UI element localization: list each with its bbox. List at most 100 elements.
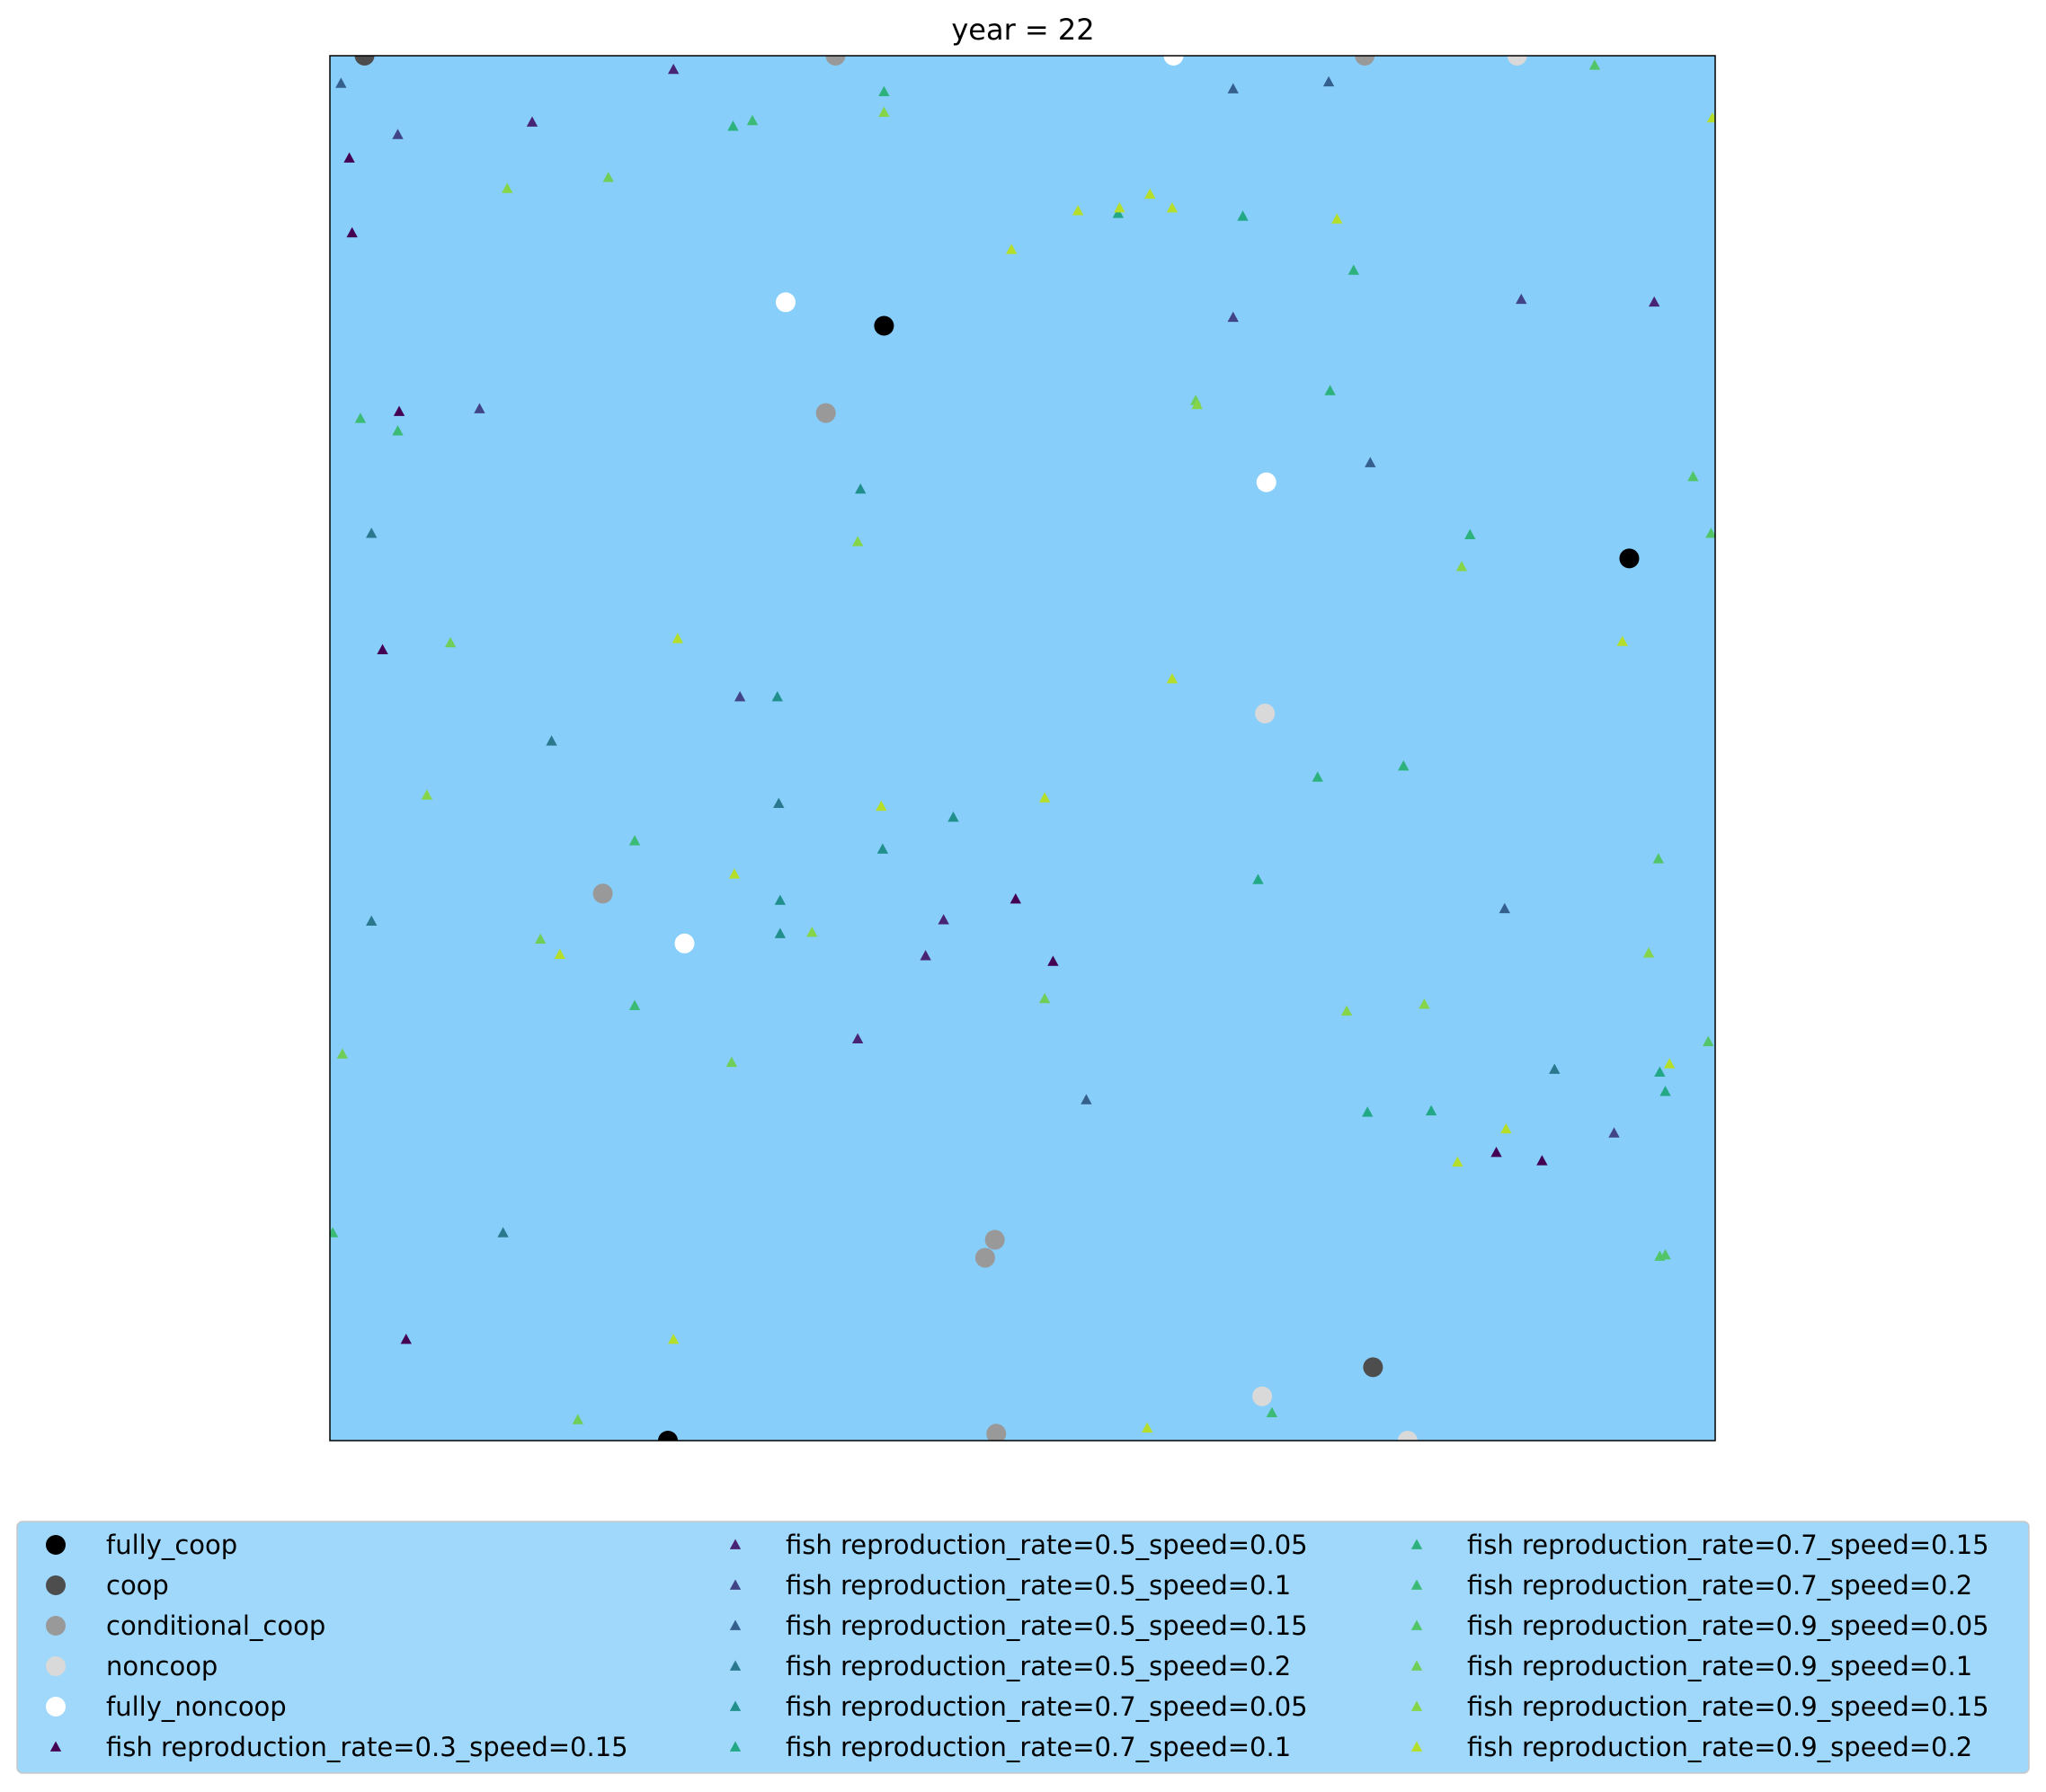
series-fish-reproduction-rate-0-7-speed-0-2 (330, 114, 1278, 1418)
point-fish-reproduction-rate-0-9-speed-0-05-1 (1687, 470, 1699, 482)
point-fully-noncoop-3 (674, 933, 695, 954)
point-fully-coop-0 (874, 315, 894, 336)
point-fish-reproduction-rate-0-9-speed-0-2-2 (1331, 213, 1343, 224)
series-conditional-coop (592, 56, 1375, 1441)
legend-label-fish-reproduction-rate-0-5-speed-0-05: fish reproduction_rate=0.5_speed=0.05 (786, 1530, 1308, 1560)
point-fish-reproduction-rate-0-3-speed-0-15-8 (400, 1334, 412, 1344)
point-fish-reproduction-rate-0-7-speed-0-05-4 (876, 843, 889, 854)
point-fish-reproduction-rate-0-5-speed-0-15-2 (1322, 75, 1335, 87)
point-fully-coop-1 (1619, 548, 1640, 569)
legend-marker-fish-reproduction-rate-0-9-speed-0-05 (1410, 1619, 1423, 1630)
point-fish-reproduction-rate-0-7-speed-0-1-6 (1659, 1086, 1671, 1096)
point-fish-reproduction-rate-0-3-speed-0-15-1 (346, 226, 358, 238)
point-fish-reproduction-rate-0-7-speed-0-05-1 (771, 690, 783, 702)
point-fish-reproduction-rate-0-9-speed-0-2-1 (1005, 244, 1018, 254)
point-fish-reproduction-rate-0-7-speed-0-05-0 (855, 483, 867, 494)
point-fish-reproduction-rate-0-5-speed-0-1-3 (734, 690, 746, 702)
point-fish-reproduction-rate-0-9-speed-0-15-2 (1191, 398, 1203, 410)
series-fish-reproduction-rate-0-5-speed-0-05 (526, 63, 1660, 1043)
point-fish-reproduction-rate-0-3-speed-0-15-7 (1536, 1155, 1548, 1166)
point-fish-reproduction-rate-0-9-speed-0-1-4 (336, 1048, 349, 1059)
point-fish-reproduction-rate-0-7-speed-0-1-4 (1425, 1104, 1437, 1116)
point-fish-reproduction-rate-0-7-speed-0-2-2 (392, 425, 404, 436)
point-fish-reproduction-rate-0-9-speed-0-05-2 (1705, 528, 1715, 538)
point-fish-reproduction-rate-0-7-speed-0-2-1 (354, 413, 367, 423)
point-fish-reproduction-rate-0-7-speed-0-15-6 (1312, 771, 1323, 782)
series-fish-reproduction-rate-0-5-speed-0-2 (366, 528, 1561, 1238)
series-fish-reproduction-rate-0-9-speed-0-15 (421, 106, 1655, 1016)
legend-label-fully-coop: fully_coop (106, 1530, 237, 1560)
legend-label-fish-reproduction-rate-0-7-speed-0-15: fish reproduction_rate=0.7_speed=0.15 (1467, 1530, 1989, 1560)
series-noncoop (1252, 56, 1527, 1441)
point-fish-reproduction-rate-0-9-speed-0-2-13 (728, 868, 741, 879)
point-fish-reproduction-rate-0-9-speed-0-15-5 (421, 789, 433, 800)
point-fish-reproduction-rate-0-7-speed-0-2-3 (628, 835, 641, 846)
point-fish-reproduction-rate-0-3-speed-0-15-5 (1047, 955, 1059, 966)
point-fish-reproduction-rate-0-5-speed-0-2-4 (497, 1227, 509, 1238)
point-coop-1 (1363, 1357, 1383, 1378)
point-fish-reproduction-rate-0-7-speed-0-15-5 (1398, 760, 1410, 771)
point-fish-reproduction-rate-0-9-speed-0-05-6 (1659, 1249, 1671, 1260)
legend-label-fish-reproduction-rate-0-9-speed-0-1: fish reproduction_rate=0.9_speed=0.1 (1467, 1651, 1972, 1681)
legend-label-fish-reproduction-rate-0-5-speed-0-15: fish reproduction_rate=0.5_speed=0.15 (786, 1610, 1308, 1641)
legend-marker-conditional-coop (46, 1616, 66, 1636)
point-fully-coop-2 (658, 1431, 679, 1441)
point-fish-reproduction-rate-0-5-speed-0-15-0 (335, 77, 347, 88)
point-fish-reproduction-rate-0-9-speed-0-1-2 (444, 636, 457, 648)
series-fish-reproduction-rate-0-9-speed-0-2 (554, 111, 1715, 1433)
point-noncoop-0 (1507, 56, 1527, 66)
point-fish-reproduction-rate-0-7-speed-0-05-3 (774, 927, 786, 938)
point-fish-reproduction-rate-0-5-speed-0-05-1 (526, 116, 538, 127)
point-conditional-coop-5 (974, 1247, 995, 1268)
legend-marker-coop (46, 1575, 66, 1595)
point-fish-reproduction-rate-0-7-speed-0-15-2 (1348, 264, 1359, 275)
point-fish-reproduction-rate-0-5-speed-0-05-4 (920, 950, 931, 961)
legend-marker-fish-reproduction-rate-0-7-speed-0-2 (1410, 1579, 1423, 1590)
point-fish-reproduction-rate-0-9-speed-0-15-4 (1455, 561, 1468, 572)
series-fish-reproduction-rate-0-5-speed-0-1 (392, 129, 1620, 1138)
point-fish-reproduction-rate-0-9-speed-0-1-6 (572, 1414, 584, 1424)
point-fish-reproduction-rate-0-9-speed-0-2-0 (1706, 111, 1715, 123)
series-fully-noncoop (674, 56, 1277, 954)
legend-marker-fully-coop (46, 1535, 66, 1555)
point-fish-reproduction-rate-0-7-speed-0-1-3 (1362, 1106, 1374, 1117)
point-fish-reproduction-rate-0-9-speed-0-2-10 (876, 800, 887, 812)
point-fish-reproduction-rate-0-9-speed-0-2-15 (667, 1334, 680, 1344)
point-fish-reproduction-rate-0-5-speed-0-15-3 (1365, 457, 1376, 467)
point-fish-reproduction-rate-0-9-speed-0-1-5 (725, 1056, 738, 1068)
legend-label-fish-reproduction-rate-0-7-speed-0-05: fish reproduction_rate=0.7_speed=0.05 (786, 1691, 1308, 1722)
legend-label-fully-noncoop: fully_noncoop (106, 1691, 287, 1722)
point-fish-reproduction-rate-0-9-speed-0-2-3 (1072, 205, 1084, 216)
point-fish-reproduction-rate-0-9-speed-0-2-5 (1144, 188, 1156, 199)
point-fish-reproduction-rate-0-7-speed-0-2-4 (628, 999, 641, 1011)
series-fish-reproduction-rate-0-3-speed-0-15 (343, 152, 1548, 1344)
series-fish-reproduction-rate-0-9-speed-0-1 (336, 172, 1202, 1424)
point-fish-reproduction-rate-0-9-speed-0-1-0 (602, 172, 614, 182)
legend-label-noncoop: noncoop (106, 1651, 218, 1681)
point-fish-reproduction-rate-0-5-speed-0-2-0 (366, 528, 378, 538)
series-fully-coop (658, 315, 1640, 1441)
point-fish-reproduction-rate-0-7-speed-0-2-6 (330, 1227, 339, 1238)
chart-title: year = 22 (951, 13, 1094, 47)
point-fish-reproduction-rate-0-7-speed-0-05-5 (947, 812, 959, 822)
point-fish-reproduction-rate-0-3-speed-0-15-0 (343, 152, 355, 163)
point-conditional-coop-2 (815, 403, 836, 423)
point-fish-reproduction-rate-0-9-speed-0-2-7 (1616, 635, 1628, 646)
legend-label-conditional-coop: conditional_coop (106, 1610, 325, 1641)
legend-marker-fish-reproduction-rate-0-9-speed-0-1 (1410, 1660, 1423, 1671)
legend-marker-fish-reproduction-rate-0-7-speed-0-1 (729, 1741, 742, 1752)
legend-marker-fish-reproduction-rate-0-3-speed-0-15 (49, 1741, 62, 1752)
point-fish-reproduction-rate-0-3-speed-0-15-3 (377, 643, 388, 654)
point-fish-reproduction-rate-0-7-speed-0-15-3 (1324, 385, 1336, 395)
point-fish-reproduction-rate-0-5-speed-0-1-5 (1608, 1127, 1620, 1138)
legend-box (16, 1521, 2030, 1774)
legend-label-fish-reproduction-rate-0-9-speed-0-15: fish reproduction_rate=0.9_speed=0.15 (1467, 1691, 1989, 1722)
series-fish-reproduction-rate-0-9-speed-0-05 (1588, 59, 1715, 1261)
legend-marker-fish-reproduction-rate-0-9-speed-0-2 (1410, 1741, 1423, 1752)
point-conditional-coop-3 (592, 883, 613, 904)
legend-marker-fish-reproduction-rate-0-7-speed-0-15 (1410, 1539, 1423, 1549)
series-fish-reproduction-rate-0-7-speed-0-1 (1112, 208, 1671, 1117)
point-fish-reproduction-rate-0-7-speed-0-1-2 (1252, 874, 1264, 884)
point-conditional-coop-1 (1355, 56, 1375, 66)
